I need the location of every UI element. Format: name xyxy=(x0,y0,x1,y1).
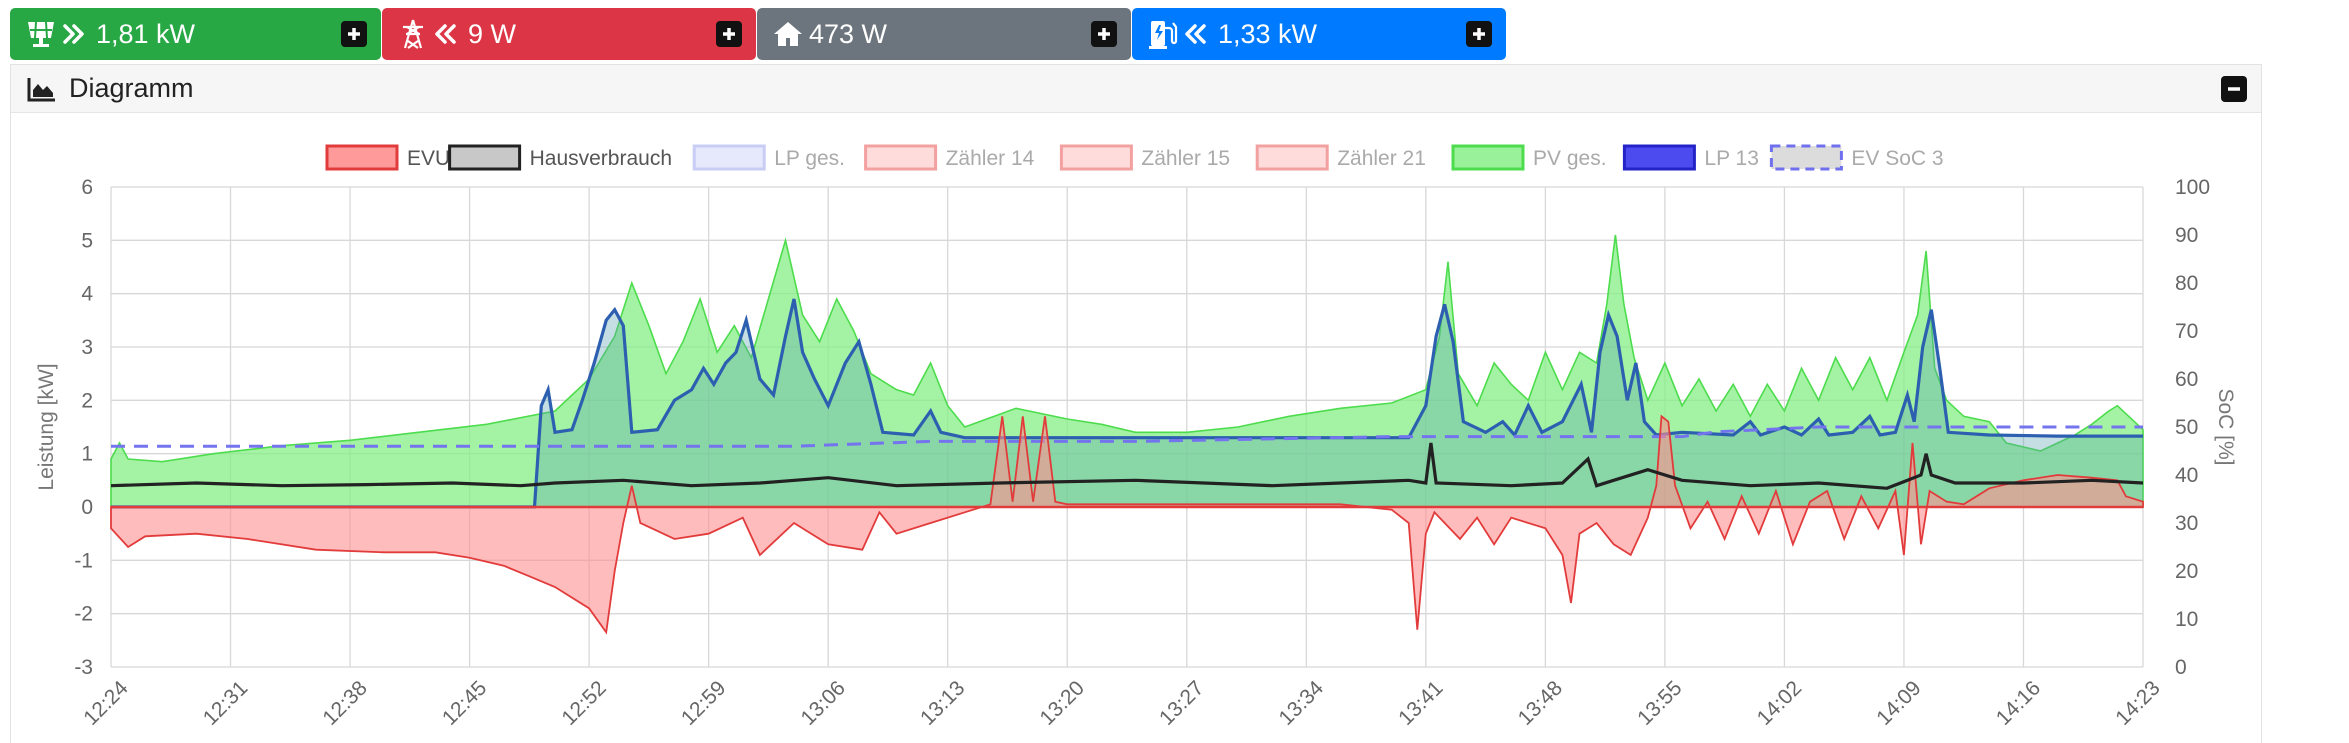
power-pylon-icon xyxy=(396,17,430,51)
y-right-tick-label: 90 xyxy=(2175,224,2198,247)
chart-area-icon xyxy=(27,74,61,104)
legend-label-8[interactable]: LP 13 xyxy=(1704,147,1759,170)
chevron-double-left-icon xyxy=(1184,21,1210,47)
x-tick-label: 12:45 xyxy=(438,676,491,729)
y-left-tick-label: 4 xyxy=(81,283,93,306)
chart-card: Diagramm xyxy=(10,64,2262,743)
x-tick-label: 14:23 xyxy=(2111,676,2164,729)
tile-house[interactable]: 473 W xyxy=(757,8,1131,60)
y-left-tick-label: 6 xyxy=(81,176,93,199)
y-right-tick-label: 10 xyxy=(2175,608,2198,631)
tile-pv[interactable]: 1,81 kW xyxy=(10,8,381,60)
tile-grid[interactable]: 9 W xyxy=(382,8,756,60)
chevron-double-left-icon xyxy=(434,21,460,47)
y-right-axis-title: SoC [%] xyxy=(2214,388,2237,465)
x-tick-label: 12:59 xyxy=(677,676,730,729)
y-left-tick-label: 0 xyxy=(81,496,93,519)
y-right-tick-label: 60 xyxy=(2175,368,2198,391)
y-right-tick-label: 0 xyxy=(2175,656,2187,679)
x-tick-label: 12:52 xyxy=(557,676,610,729)
tile-value: 1,81 kW xyxy=(96,18,196,49)
x-tick-label: 13:27 xyxy=(1155,676,1208,729)
x-tick-label: 12:31 xyxy=(199,676,252,729)
series-ev-soc-line xyxy=(111,425,2143,448)
plus-icon[interactable] xyxy=(716,21,742,47)
x-tick-label: 12:38 xyxy=(318,676,371,729)
y-right-tick-label: 70 xyxy=(2175,320,2198,343)
tile-charging[interactable]: 1,33 kW xyxy=(1132,8,1506,60)
x-tick-label: 13:34 xyxy=(1275,676,1329,730)
tile-value: 473 W xyxy=(809,18,888,49)
plus-icon[interactable] xyxy=(1091,21,1117,47)
tile-value: 9 W xyxy=(468,18,517,49)
chart-card-title: Diagramm xyxy=(69,73,194,103)
y-left-tick-label: 2 xyxy=(81,389,93,412)
x-tick-label: 13:55 xyxy=(1633,676,1686,729)
series-evu-area xyxy=(110,414,2144,635)
x-tick-label: 13:13 xyxy=(916,676,969,729)
legend-swatch-5[interactable] xyxy=(1059,144,1133,171)
y-left-tick-label: -1 xyxy=(74,549,93,572)
series-hausverbrauch-line xyxy=(110,442,2144,490)
x-tick-label: 13:41 xyxy=(1394,676,1447,729)
legend-label-7[interactable]: PV ges. xyxy=(1533,147,1607,170)
legend-label-4[interactable]: Zähler 14 xyxy=(946,147,1035,170)
x-tick-label: 13:20 xyxy=(1036,676,1089,729)
y-right-tick-label: 40 xyxy=(2175,464,2198,487)
legend-label-5[interactable]: Zähler 15 xyxy=(1141,147,1230,170)
series-lp13-line xyxy=(111,298,2143,509)
chart-card-header[interactable]: Diagramm xyxy=(11,65,2261,113)
legend-swatch-2[interactable] xyxy=(448,144,522,171)
solar-panel-icon xyxy=(24,17,58,51)
series-pv-area xyxy=(110,234,2144,508)
x-tick-label: 14:09 xyxy=(1872,676,1925,729)
ev-charger-icon xyxy=(1146,17,1180,51)
plus-icon[interactable] xyxy=(1466,21,1492,47)
status-bar: 1,81 kW 9 W 473 W 1,33 kW xyxy=(10,8,2270,60)
y-left-tick-label: 5 xyxy=(81,229,93,252)
tile-value: 1,33 kW xyxy=(1218,18,1318,49)
minus-icon[interactable] xyxy=(2221,76,2247,102)
series-lp13-area xyxy=(111,299,2143,507)
x-tick-label: 14:16 xyxy=(1992,676,2045,729)
x-tick-label: 12:24 xyxy=(79,676,133,730)
legend-swatch-8[interactable] xyxy=(1622,144,1696,171)
legend-swatch-7[interactable] xyxy=(1451,144,1525,171)
y-left-tick-label: -2 xyxy=(74,603,93,626)
y-left-tick-label: -3 xyxy=(74,656,93,679)
legend-swatch-4[interactable] xyxy=(864,144,938,171)
y-left-axis-title: Leistung [kW] xyxy=(35,363,58,490)
legend-swatch-9[interactable] xyxy=(1769,144,1843,171)
y-right-tick-label: 80 xyxy=(2175,272,2198,295)
y-right-tick-label: 30 xyxy=(2175,512,2198,535)
house-icon xyxy=(771,17,805,51)
legend-swatch-6[interactable] xyxy=(1255,144,1329,171)
y-left-tick-label: 1 xyxy=(81,443,93,466)
x-tick-label: 13:48 xyxy=(1514,676,1567,729)
y-right-tick-label: 50 xyxy=(2175,416,2198,439)
legend-label-6[interactable]: Zähler 21 xyxy=(1337,147,1426,170)
legend-label-2[interactable]: Hausverbrauch xyxy=(530,147,672,170)
chevron-double-right-icon xyxy=(62,21,88,47)
legend-swatch-3[interactable] xyxy=(692,144,766,171)
y-left-tick-label: 3 xyxy=(81,336,93,359)
legend-swatch-1[interactable] xyxy=(325,144,399,171)
x-tick-label: 14:02 xyxy=(1753,676,1806,729)
x-tick-label: 13:06 xyxy=(796,676,849,729)
y-right-tick-label: 100 xyxy=(2175,176,2210,199)
legend-label-3[interactable]: LP ges. xyxy=(774,147,845,170)
plus-icon[interactable] xyxy=(341,21,367,47)
legend-label-9[interactable]: EV SoC 3 xyxy=(1851,147,1943,170)
y-right-tick-label: 20 xyxy=(2175,560,2198,583)
legend-label-1[interactable]: EVU xyxy=(407,147,450,170)
